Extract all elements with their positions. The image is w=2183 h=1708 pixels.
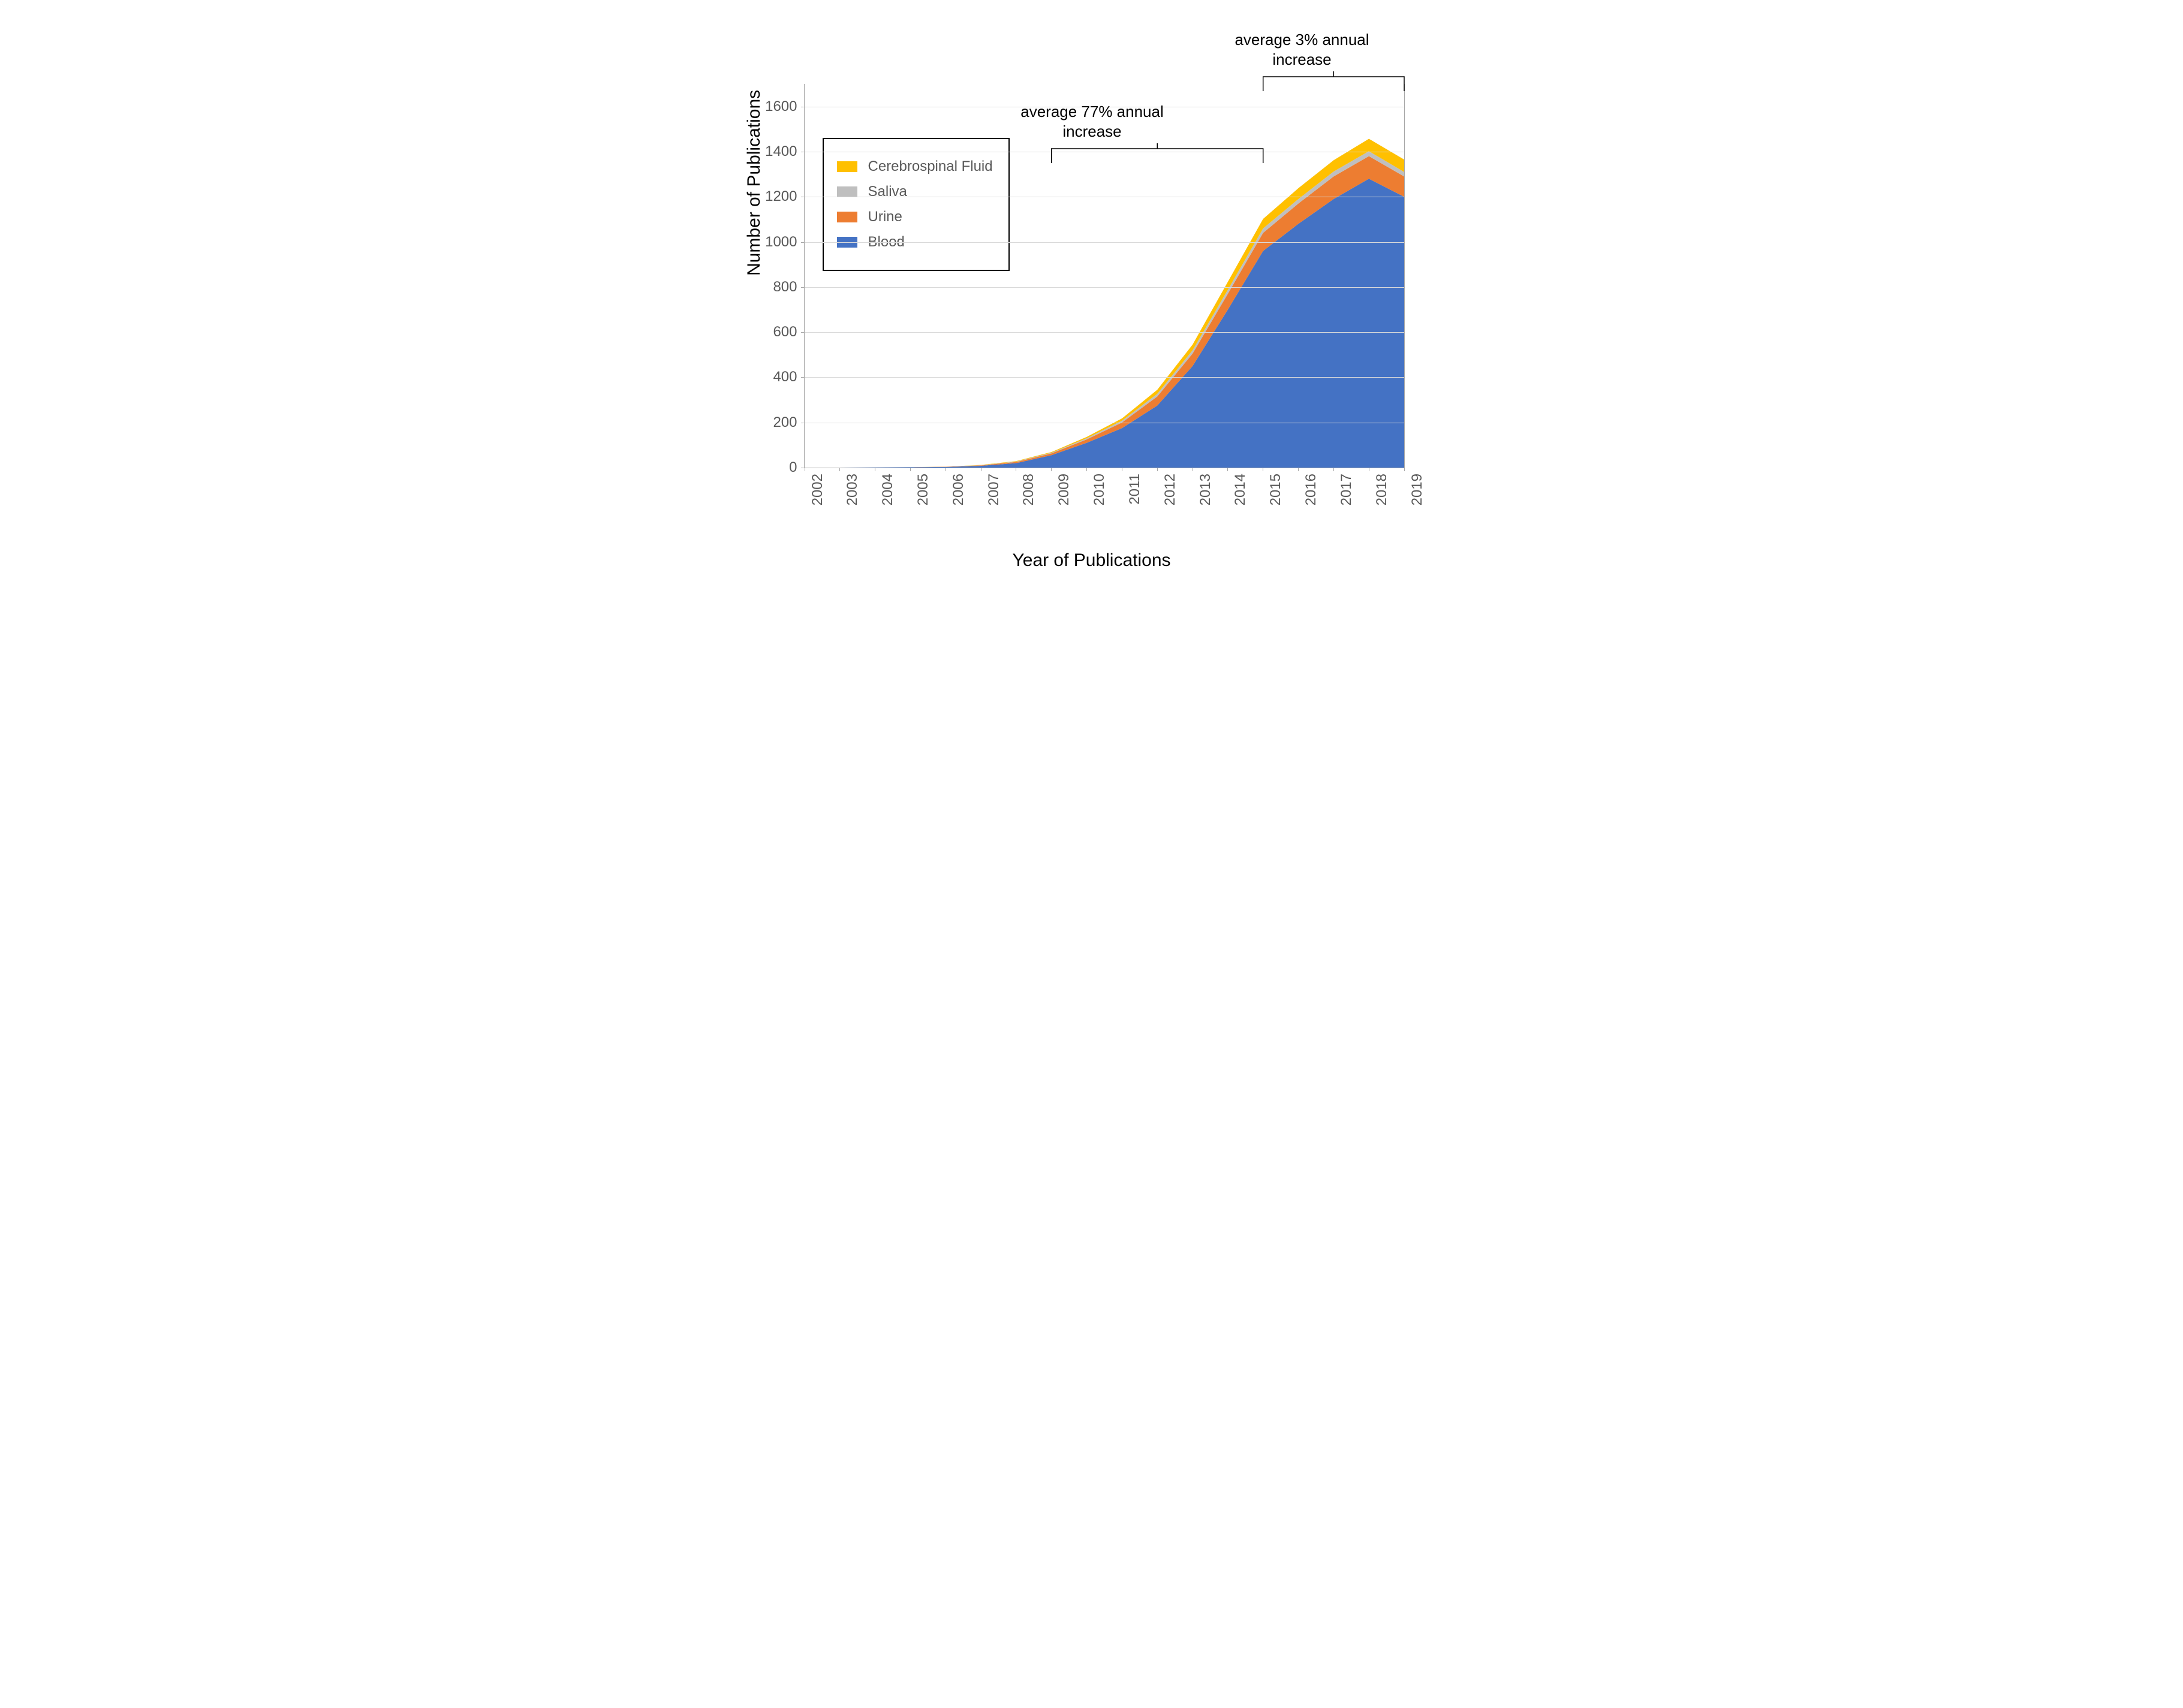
annotation-bracket	[805, 84, 1404, 588]
y-axis-title: Number of Publications	[744, 90, 764, 276]
x-tick-mark	[1404, 468, 1405, 471]
y-tick-label: 200	[773, 414, 797, 431]
y-tick-label: 1600	[765, 98, 797, 115]
y-tick-label: 800	[773, 279, 797, 296]
annotation-text: average 3% annualincrease	[1212, 30, 1392, 69]
x-tick-label: 2019	[1409, 474, 1426, 505]
y-tick-label: 1400	[765, 143, 797, 160]
y-tick-label: 1200	[765, 188, 797, 205]
y-tick-label: 600	[773, 324, 797, 341]
chart-container: Number of Publications Cerebrospinal Flu…	[732, 12, 1452, 576]
y-tick-label: 400	[773, 369, 797, 385]
x-axis-title: Year of Publications	[732, 550, 1452, 571]
y-tick-label: 1000	[765, 234, 797, 251]
y-tick-label: 0	[789, 459, 797, 476]
plot-area: Cerebrospinal FluidSalivaUrineBlood 0200…	[804, 84, 1405, 468]
